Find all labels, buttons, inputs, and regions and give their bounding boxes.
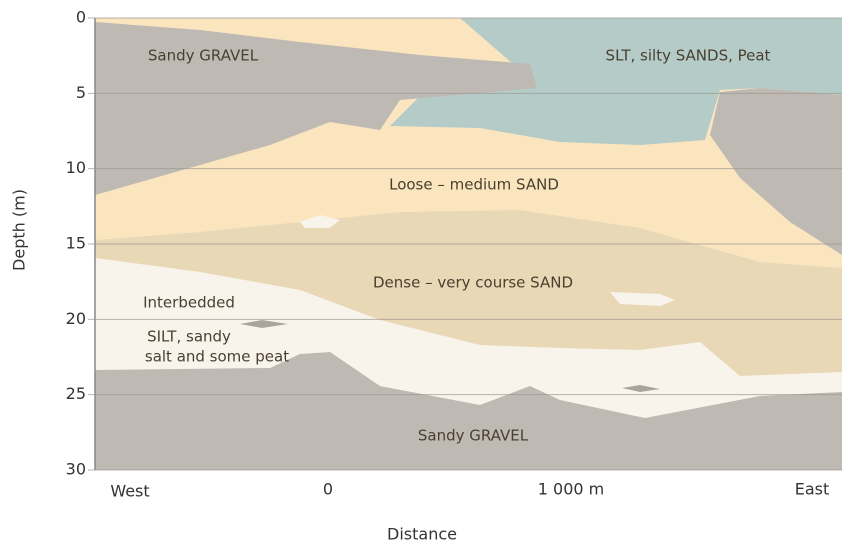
layer-label: SLT, silty SANDS, Peat <box>606 47 771 65</box>
layer-label: SILT, sandy <box>147 328 231 346</box>
x-tick-label: East <box>795 480 830 499</box>
x-axis-label: Distance <box>387 525 457 543</box>
layer-label: Sandy GRAVEL <box>418 427 529 445</box>
y-tick-label: 15 <box>66 234 86 253</box>
y-axis-label: Depth (m) <box>10 189 29 271</box>
y-tick-label: 0 <box>76 8 86 27</box>
cross-section: 0 5 10 15 20 25 30 Depth (m) West 0 1 000 m Ea… <box>0 0 842 543</box>
y-tick-label: 10 <box>66 158 86 177</box>
layer-label: salt and some peat <box>145 348 289 366</box>
layer-label: Interbedded <box>143 294 235 312</box>
x-tick-label: 1 000 m <box>538 480 604 499</box>
layer-label: Loose – medium SAND <box>389 176 559 194</box>
y-tick-label: 25 <box>66 384 86 403</box>
y-tick-label: 20 <box>66 309 86 328</box>
layer-label: Dense – very course SAND <box>373 274 573 292</box>
x-tick-label: West <box>110 482 149 501</box>
y-tick-label: 5 <box>76 83 86 102</box>
layer-label: Sandy GRAVEL <box>148 47 259 65</box>
y-tick-label: 30 <box>66 460 86 479</box>
x-tick-label: 0 <box>323 480 333 499</box>
